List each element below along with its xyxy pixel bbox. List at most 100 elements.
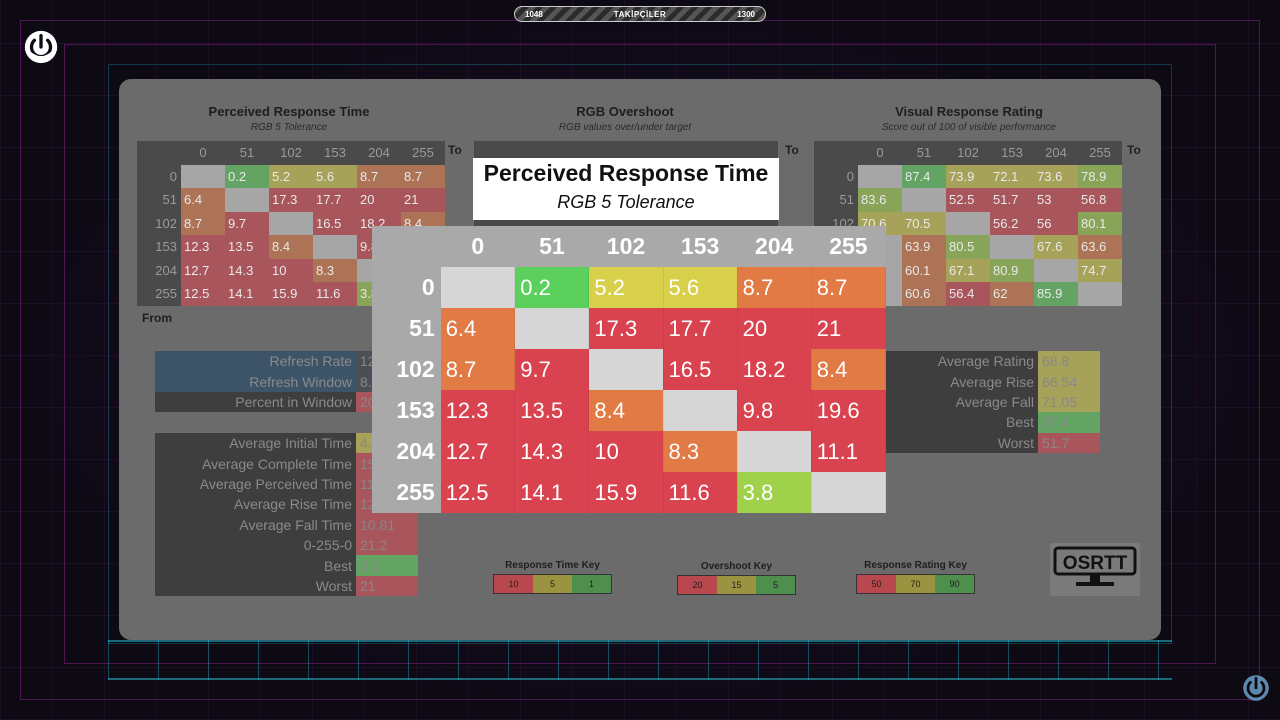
popup-title-card: Perceived Response Time RGB 5 Tolerance	[473, 158, 779, 220]
vrr-mini-cell: 56.4	[946, 282, 990, 306]
stat-row: Average Rating 68.8	[886, 351, 1100, 372]
prt-mini-col-header: 204	[357, 141, 401, 165]
monitor-icon: OSRTT	[1053, 546, 1137, 586]
vrr-mini-cell: 67.6	[1034, 235, 1078, 259]
popup-matrix-cell	[588, 349, 664, 390]
popup-matrix-cell: 3.8	[737, 472, 812, 513]
stat-label: Worst	[155, 575, 356, 597]
vrr-mini-cell: 73.9	[946, 164, 990, 188]
prt-mini-cell: 16.5	[313, 211, 357, 235]
vrr-mini-cell: 63.9	[902, 235, 946, 259]
response-time-key-title: Response Time Key	[505, 560, 600, 571]
popup-matrix-cell: 18.2	[737, 349, 812, 390]
to-label: To	[448, 143, 462, 157]
stat-label: 0-255-0	[155, 534, 356, 556]
follower-goal-bar: 1048 TAKİPÇİLER 1300	[514, 6, 766, 22]
vrr-mini-cell: 62	[990, 282, 1034, 306]
stat-value: 87.4	[1038, 412, 1100, 433]
to-label-vrr: To	[1127, 143, 1141, 157]
popup-matrix-cell: 8.7	[811, 267, 887, 308]
vrr-mini-cell: 78.9	[1078, 164, 1122, 188]
popup-row-header: 204	[396, 438, 435, 464]
key-swatch: 1	[572, 575, 611, 593]
vrr-mini-col-header: 102	[946, 141, 990, 165]
prt-mini-row-header: 255	[137, 282, 181, 306]
prt-mini-cell: 10	[269, 258, 313, 282]
prt-mini-row-header: 204	[137, 258, 181, 282]
stat-row: Best 87.4	[886, 412, 1100, 433]
vrr-mini-cell	[858, 164, 902, 188]
popup-matrix-cell: 11.6	[663, 472, 738, 513]
key-swatch: 20	[678, 576, 717, 594]
vrr-mini-cell: 74.7	[1078, 258, 1122, 282]
popup-matrix-cell: 10	[588, 431, 664, 472]
stat-value: 66.54	[1038, 371, 1100, 392]
vrr-mini-cell: 60.1	[902, 258, 946, 282]
popup-response-matrix: 0 51 102 153 204 255 0 0.2 5.2 5.6 8.7 8.7 51 6.4 17.3…	[372, 226, 887, 513]
stat-label: Percent in Window	[155, 391, 356, 413]
popup-matrix-cell: 20	[737, 308, 812, 349]
popup-matrix-cell: 8.7	[440, 349, 516, 390]
popup-matrix-cell: 8.4	[811, 349, 887, 390]
popup-matrix-cell: 6.4	[440, 308, 516, 349]
background-frame-inner	[64, 44, 1216, 664]
prt-mini-row-header: 51	[137, 188, 181, 212]
vrr-mini-cell: 80.5	[946, 235, 990, 259]
prt-mini-col-header: 0	[181, 141, 225, 165]
popup-matrix-cell: 17.7	[663, 308, 738, 349]
prt-mini-cell: 11.6	[313, 282, 357, 306]
from-label: From	[142, 311, 172, 325]
popup-matrix-cell: 19.6	[811, 390, 887, 431]
stat-value: 21	[356, 575, 418, 597]
stat-value: 51.7	[1038, 432, 1100, 453]
prt-mini-row-header: 0	[137, 164, 181, 188]
vrr-mini-cell: 63.6	[1078, 235, 1122, 259]
popup-title: Perceived Response Time	[483, 160, 769, 186]
popup-matrix-cell: 11.1	[811, 431, 887, 472]
prt-mini-cell: 8.4	[269, 235, 313, 259]
follower-label: TAKİPÇİLER	[613, 9, 667, 19]
power-logo-icon	[24, 30, 58, 64]
prt-mini-cell: 14.1	[225, 282, 269, 306]
vrr-mini-cell	[990, 235, 1034, 259]
popup-matrix-row: 255 12.5 14.1 15.9 11.6 3.8	[372, 472, 887, 513]
overshoot-key: Overshoot Key 20 15 5	[677, 561, 796, 595]
response-time-key: Response Time Key 10 5 1	[493, 560, 612, 594]
popup-matrix-cell: 13.5	[514, 390, 590, 431]
vrr-mini-cell: 80.9	[990, 258, 1034, 282]
prt-mini-cell: 17.3	[269, 188, 313, 212]
vrr-mini-cell	[1034, 258, 1078, 282]
popup-col-header: 255	[829, 233, 868, 259]
stat-row: Average Fall Time 10.81	[155, 514, 418, 535]
stat-value: 71.05	[1038, 391, 1100, 413]
response-rating-key-title: Response Rating Key	[864, 560, 967, 571]
popup-matrix-table: 0 51 102 153 204 255 0 0.2 5.2 5.6 8.7 8.7 51 6.4 17.3…	[372, 226, 887, 513]
prt-mini-cell: 0.2	[225, 164, 269, 188]
key-swatch: 15	[717, 576, 756, 594]
stat-label: Average Rise	[886, 371, 1038, 392]
key-swatch: 5	[533, 575, 572, 593]
response-rating-key: Response Rating Key 50 70 90	[856, 560, 975, 594]
popup-matrix-cell: 0.2	[514, 267, 590, 308]
vrr-mini-cell: 56.8	[1078, 188, 1122, 212]
prt-mini-cell	[181, 164, 225, 188]
stat-row: Percent in Window 20	[155, 391, 418, 413]
prt-mini-cell	[313, 235, 357, 259]
background-frame-inner-2	[108, 64, 1172, 644]
popup-matrix-cell	[440, 267, 516, 308]
popup-subtitle: RGB 5 Tolerance	[557, 192, 695, 212]
vrr-mini-cell: 51.7	[990, 188, 1034, 212]
stat-label: Worst	[886, 432, 1038, 453]
prt-mini-cell: 21	[401, 188, 445, 212]
rating-stats-table: Average Rating 68.8 Average Rise 66.54 Avera…	[886, 351, 1100, 453]
stat-label: Average Complete Time	[155, 453, 356, 474]
popup-matrix-cell	[811, 472, 887, 513]
prt-mini-cell: 8.7	[357, 164, 401, 188]
popup-row-header: 153	[396, 397, 435, 423]
section-title-overshoot: RGB Overshoot	[576, 104, 674, 119]
popup-col-header: 204	[755, 233, 794, 259]
stat-label: Average Initial Time	[155, 433, 356, 454]
popup-col-header: 102	[606, 233, 646, 259]
prt-mini-cell: 17.7	[313, 188, 357, 212]
stat-label: Average Fall Time	[155, 514, 356, 535]
